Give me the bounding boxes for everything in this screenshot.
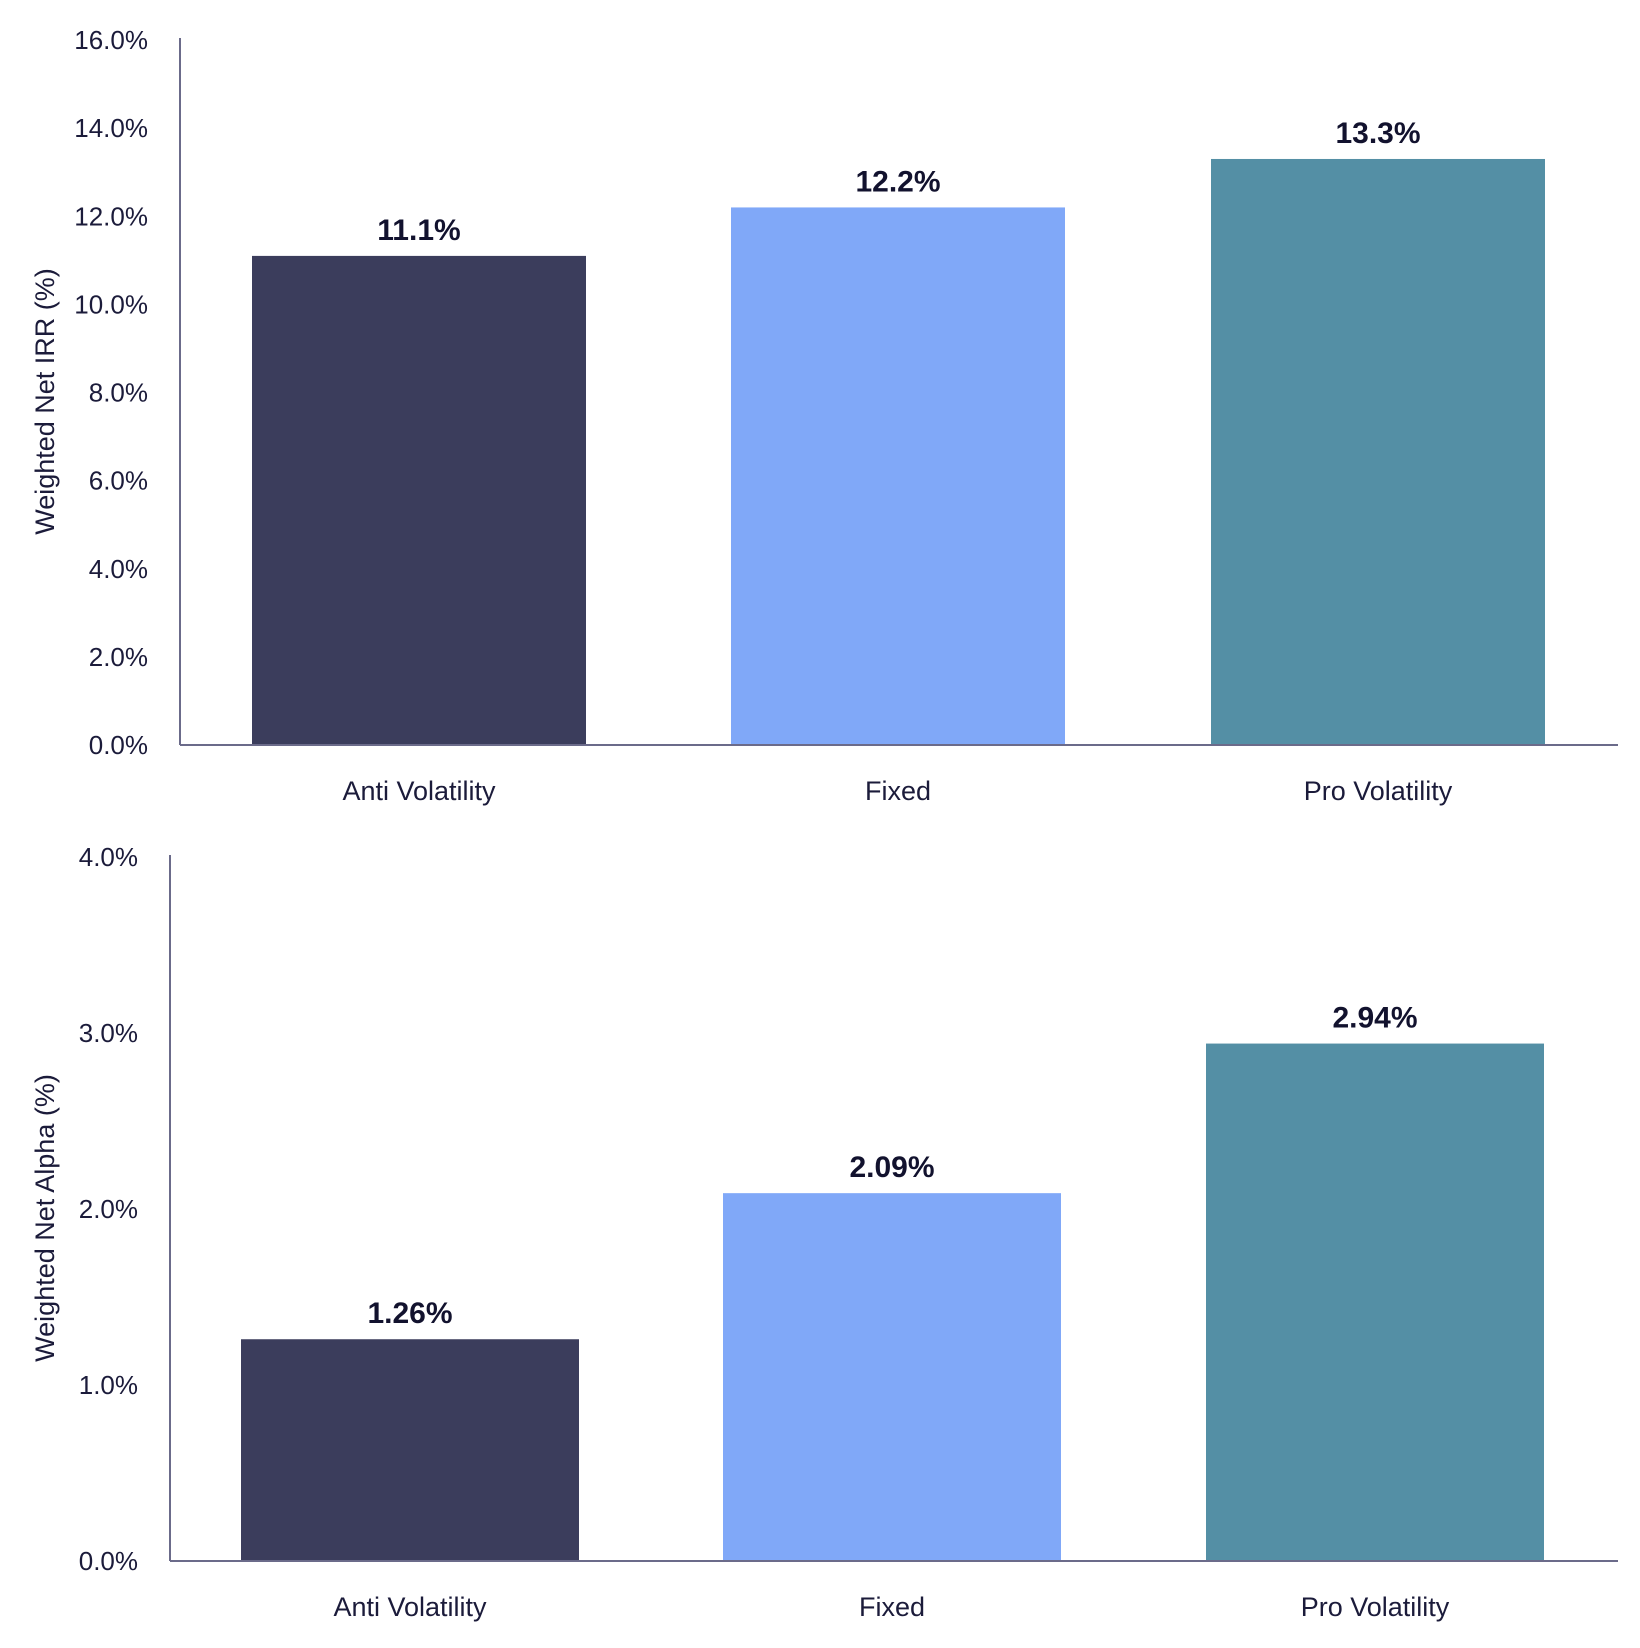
- y-tick-label: 3.0%: [79, 1018, 138, 1048]
- x-category-label-anti-volatility: Anti Volatility: [342, 776, 496, 806]
- bar-fixed: [731, 207, 1065, 745]
- data-label-fixed: 2.09%: [849, 1151, 934, 1184]
- y-tick-label: 2.0%: [89, 642, 148, 672]
- y-tick-label: 0.0%: [79, 1546, 138, 1576]
- x-category-label-fixed: Fixed: [865, 776, 931, 806]
- y-tick-label: 10.0%: [74, 289, 148, 319]
- bar-fixed: [723, 1193, 1061, 1561]
- x-category-label-anti-volatility: Anti Volatility: [333, 1592, 487, 1622]
- data-label-anti-volatility: 11.1%: [377, 214, 460, 247]
- y-tick-label: 0.0%: [89, 730, 148, 760]
- data-label-anti-volatility: 1.26%: [367, 1297, 452, 1330]
- y-tick-label: 6.0%: [89, 466, 148, 496]
- y-tick-label: 14.0%: [74, 113, 148, 143]
- y-axis-title: Weighted Net Alpha (%): [30, 1074, 60, 1362]
- alpha-bar-chart: 0.0% 1.0% 2.0% 3.0% 4.0% Anti Volatility Fixed…: [30, 842, 1618, 1622]
- y-tick-label: 1.0%: [79, 1370, 138, 1400]
- x-category-label-pro-volatility: Pro Volatility: [1304, 776, 1453, 806]
- y-tick-label: 4.0%: [79, 842, 138, 872]
- bar-pro-volatility: [1211, 158, 1545, 745]
- bar-anti-volatility: [241, 1339, 579, 1561]
- y-tick-label: 4.0%: [89, 554, 148, 584]
- data-label-pro-volatility: 13.3%: [1335, 117, 1420, 150]
- irr-bar-chart: 0.0% 2.0% 4.0% 6.0% 8.0% 10.0% 12.0% 14.0% 16.0%…: [30, 25, 1618, 806]
- y-tick-label: 8.0%: [89, 378, 148, 408]
- y-tick-label: 2.0%: [79, 1194, 138, 1224]
- x-category-label-pro-volatility: Pro Volatility: [1301, 1592, 1450, 1622]
- x-category-label-fixed: Fixed: [859, 1592, 925, 1622]
- y-tick-label: 16.0%: [74, 25, 148, 55]
- bar-pro-volatility: [1206, 1043, 1544, 1561]
- y-axis-title: Weighted Net IRR (%): [30, 268, 60, 535]
- data-label-fixed: 12.2%: [855, 165, 940, 198]
- data-label-pro-volatility: 2.94%: [1332, 1002, 1417, 1035]
- bar-anti-volatility: [252, 255, 586, 745]
- y-tick-label: 12.0%: [74, 201, 148, 231]
